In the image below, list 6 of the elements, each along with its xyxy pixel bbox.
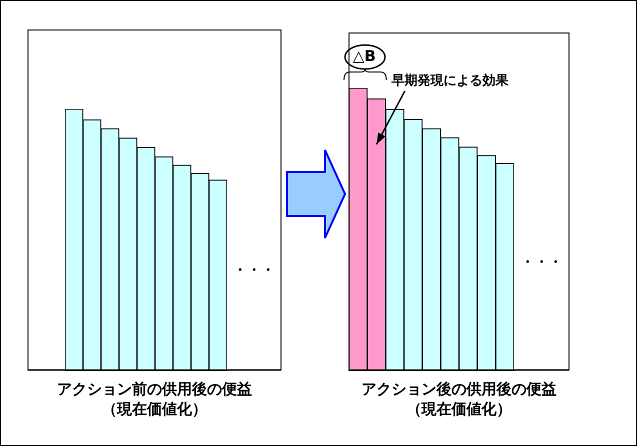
text: △B	[352, 46, 376, 65]
x-axis-title: アクション前の供用後の便益（現在価値化）	[57, 380, 252, 418]
text: ・・・	[233, 262, 275, 278]
text: ・・・	[520, 254, 562, 270]
x-axis-title: アクション後の供用後の便益（現在価値化）	[362, 380, 556, 418]
annotation: 早期発現による効果	[390, 72, 510, 88]
